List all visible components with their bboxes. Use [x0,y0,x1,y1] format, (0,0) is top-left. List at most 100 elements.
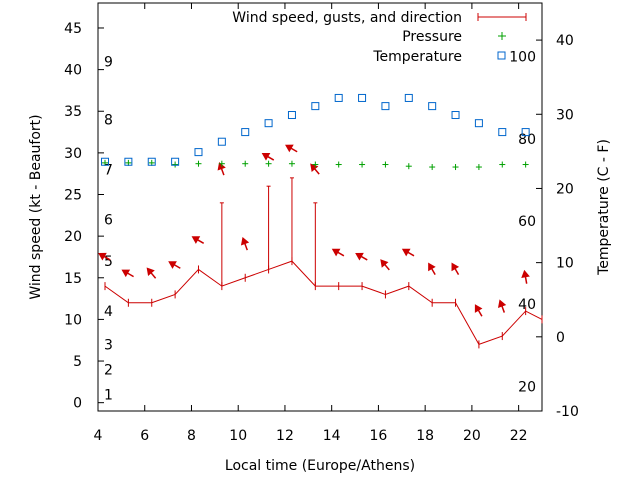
pressure-point [475,164,482,171]
x-tick-label: 16 [370,428,388,444]
beaufort-label: 3 [104,337,113,353]
temperature-point [217,137,226,146]
temperature-point [264,119,273,128]
legend-temperature-label: Temperature [372,49,462,65]
temperature-point [451,111,460,120]
y-right-tick-label: 20 [556,181,574,197]
temperature-point [358,93,367,102]
pressure-point [242,160,249,167]
wind-arrow-head [497,299,507,308]
wind-arrow-head [168,261,177,269]
pressure-point [312,161,319,168]
temperature-point [311,102,320,111]
plot-frame [97,2,543,412]
wind-arrow-head [474,304,483,313]
fahrenheit-labels: 20 40 60 80 100 [509,49,536,395]
wind-speed-line [104,260,543,346]
legend-wind-sample [477,13,527,21]
beaufort-label: 2 [104,362,113,378]
y-left-tick-label: 20 [64,229,82,245]
temperature-point [124,157,133,166]
beaufort-label: 4 [104,304,113,320]
wind-direction-arrow [521,269,530,284]
y-left-tick-label: 40 [64,63,82,79]
wind-arrow-head [355,252,364,261]
legend-wind-label: Wind speed, gusts, and direction [232,10,462,26]
tick-marks [97,3,542,412]
wind-direction-arrow [401,248,415,257]
y-left-tick-label: 10 [64,312,82,328]
wind-direction-arrow [310,163,320,175]
pressure-point [429,164,436,171]
wind-direction-arrow [331,248,345,257]
wind-arrow-head [121,269,131,278]
x-tick-label: 12 [276,428,294,444]
wind-arrow-head [261,153,271,161]
beaufort-label: 8 [104,113,113,129]
temperature-point [147,157,156,166]
legend: Wind speed, gusts, and direction Pressur… [232,10,527,65]
wind-arrow-head [310,163,319,172]
wind-arrow-head [380,259,389,268]
temperature-point [101,157,110,166]
y-right-tick-label: 0 [556,330,565,346]
beaufort-label: 9 [104,54,113,70]
wind-direction-arrow [98,252,111,261]
y-axis-right-label: Temperature (C - F) [596,139,612,276]
pressure-point [405,163,412,170]
temperature-point [404,93,413,102]
wind-direction-arrow [474,304,483,317]
wind-arrow-head [451,262,460,272]
legend-pressure-sample [498,32,506,40]
y-right-tick-label: 30 [556,107,574,123]
y-right-tick-label: -10 [556,404,579,420]
wind-arrow-head [521,269,530,279]
legend-temperature-sample [497,51,506,60]
wind-direction-arrow [451,262,460,276]
pressure-point [172,161,179,168]
x-tick-label: 20 [463,428,481,444]
wind-direction-arrow [146,267,157,279]
tick-labels: 4 6 8 10 12 14 16 18 20 22051015202530354045-1001… [64,21,579,444]
x-tick-label: 4 [94,428,103,444]
pressure-point [335,161,342,168]
wind-arrow-head [240,236,250,246]
beaufort-label: 5 [104,254,113,270]
beaufort-label: 7 [104,163,113,179]
legend-pressure-label: Pressure [402,29,462,45]
x-tick-label: 14 [323,428,341,444]
fahrenheit-label: 60 [518,214,536,230]
wind-arrow-head [217,162,226,171]
x-tick-label: 10 [229,428,247,444]
wind-direction-arrow [168,261,181,269]
y-left-tick-label: 0 [73,396,82,412]
wind-arrow-head [191,236,201,244]
wind-direction-arrow [428,262,436,276]
pressure-point [452,164,459,171]
y-left-tick-label: 15 [64,271,82,287]
wind-direction-arrow [355,252,368,261]
temperature-point [241,128,250,137]
temperature-point [428,102,437,111]
wind-arrow-head [428,262,436,272]
pressure-point [218,160,225,167]
pressure-point [499,161,506,168]
y-left-tick-label: 25 [64,188,82,204]
beaufort-label: 6 [104,212,113,228]
y-left-tick-label: 35 [64,104,82,120]
temperature-point [334,93,343,102]
pressure-point [265,160,272,167]
wind-arrow-head [401,248,411,257]
y-right-tick-label: 10 [556,256,574,272]
temperature-point [474,119,483,128]
wind-direction-arrow [261,153,275,161]
y-right-tick-label: 40 [556,33,574,49]
wind-arrow-head [285,144,294,153]
y-axis-left-label: Wind speed (kt - Beaufort) [28,114,44,299]
x-tick-label: 8 [187,428,196,444]
wind-direction-arrow [497,299,507,313]
x-tick-label: 22 [510,428,528,444]
x-tick-label: 6 [140,428,149,444]
pressure-point [359,161,366,168]
x-tick-label: 18 [416,428,434,444]
